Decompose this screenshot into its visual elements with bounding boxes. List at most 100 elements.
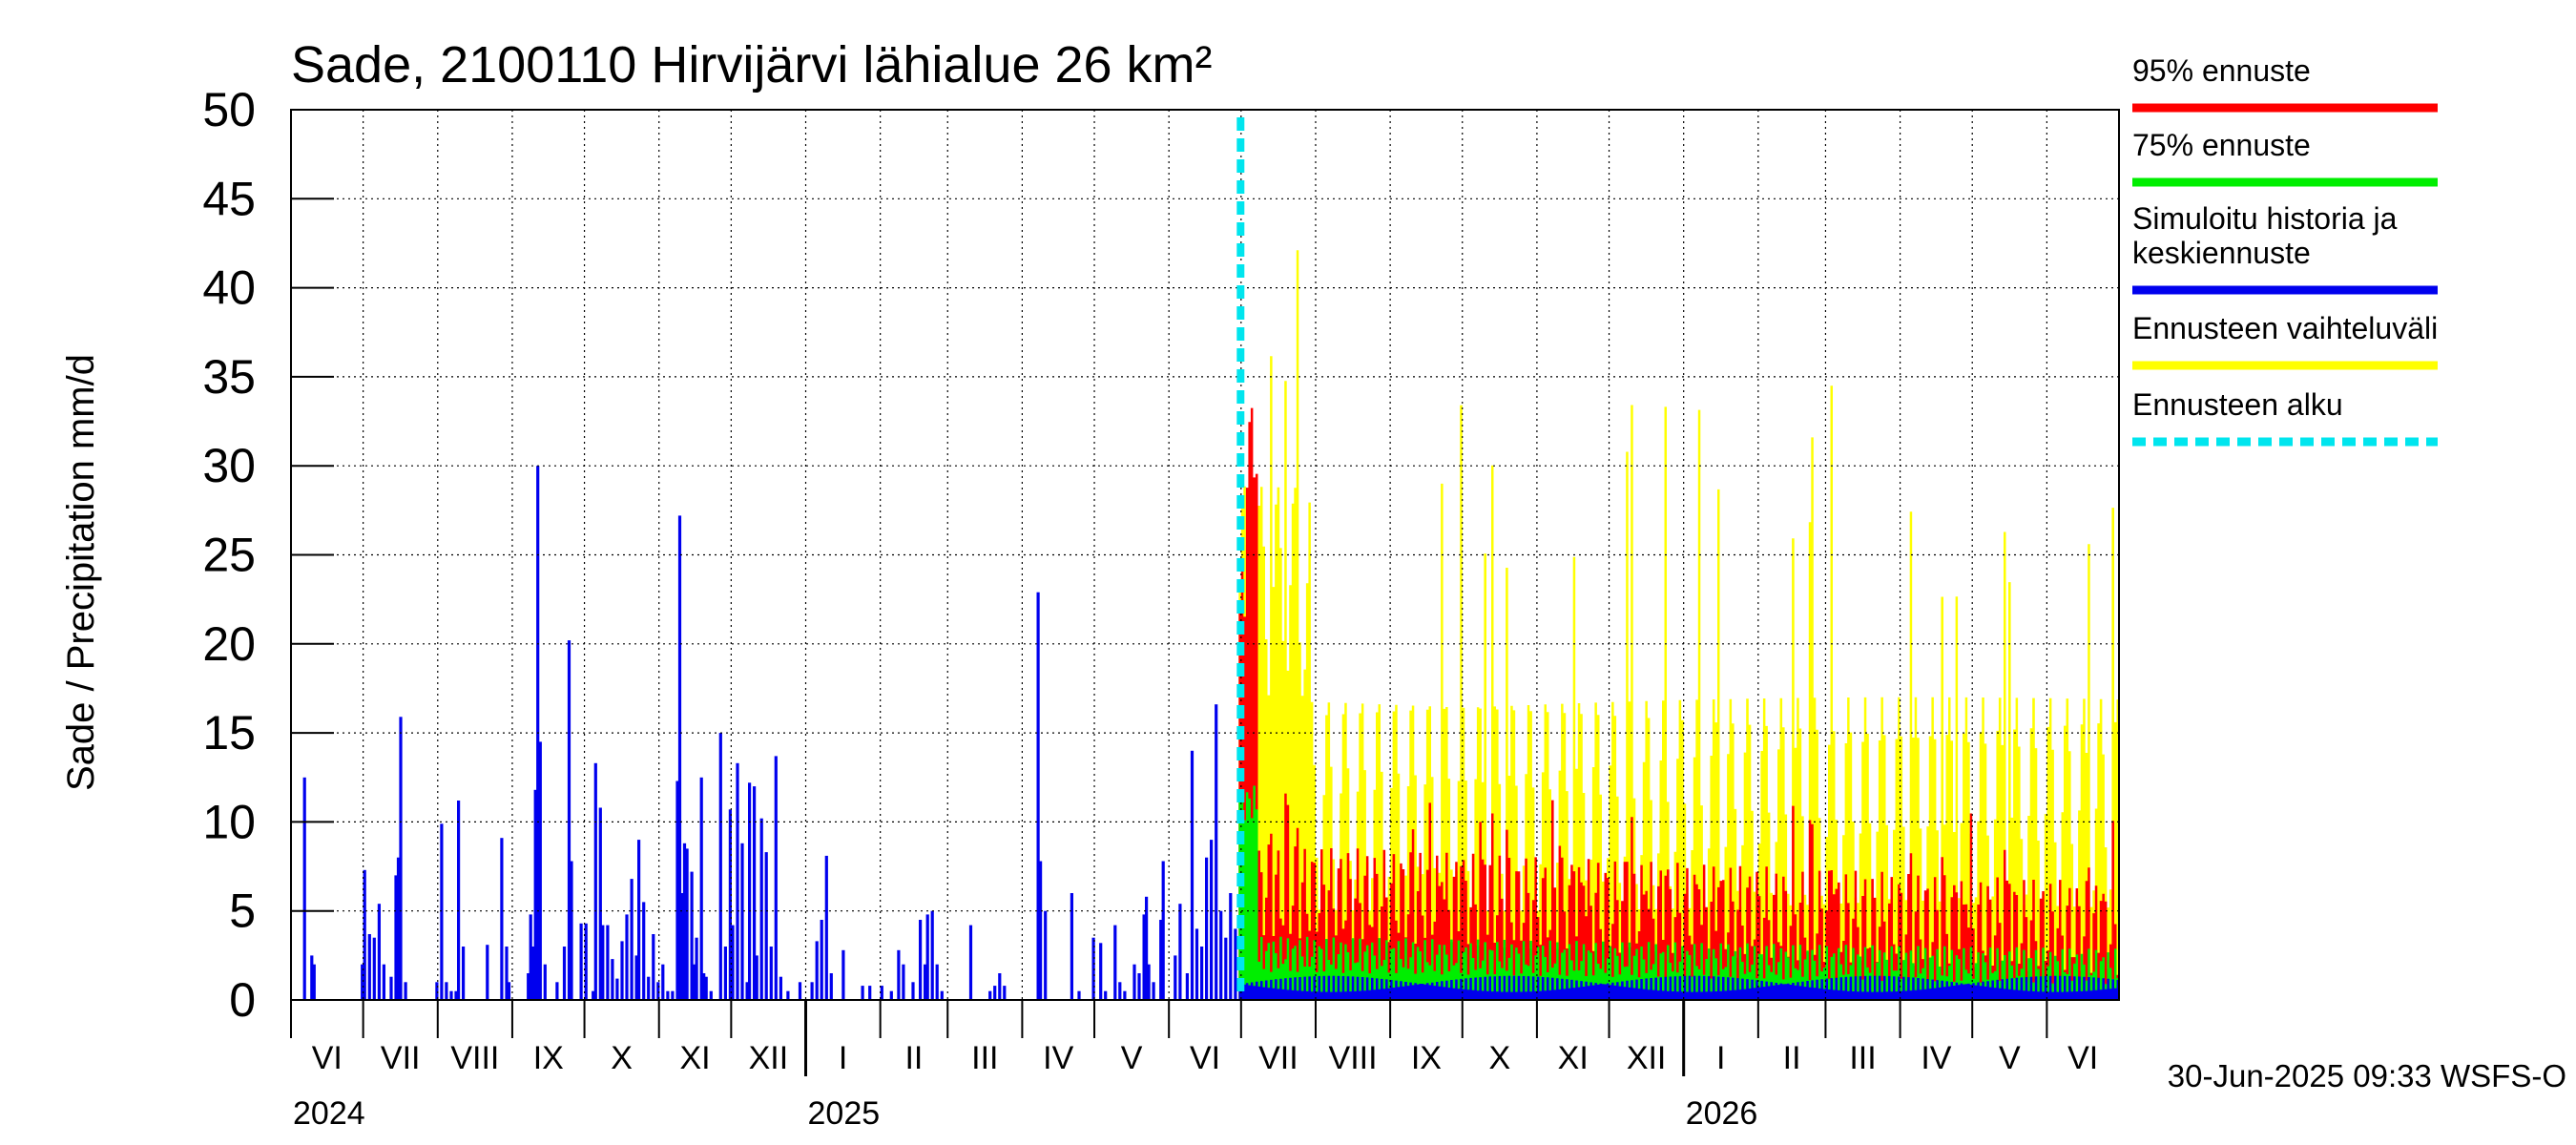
- month-label: II: [1783, 1040, 1801, 1076]
- year-label: 2024: [293, 1095, 365, 1132]
- precip-bar: [1205, 857, 1209, 1000]
- precip-bar: [1132, 964, 1136, 1000]
- precip-bar: [1178, 904, 1182, 1000]
- precip-bar: [1145, 896, 1149, 1000]
- precip-bar: [935, 964, 939, 1000]
- precip-bar: [367, 934, 371, 1000]
- precip-bar: [486, 945, 489, 1000]
- precip-bar: [661, 964, 665, 1000]
- precip-bar: [647, 976, 651, 1000]
- precip-bar: [1234, 928, 1237, 1000]
- month-label: III: [1849, 1040, 1876, 1076]
- month-label: VI: [1190, 1040, 1220, 1076]
- precip-bar: [312, 964, 316, 1000]
- precip-bar: [500, 838, 504, 1000]
- precip-bar: [372, 937, 376, 1000]
- y-tick-label: 35: [202, 350, 256, 404]
- precip-bar: [567, 640, 571, 1000]
- precip-bar: [759, 818, 763, 1000]
- precip-bar: [1142, 914, 1146, 1000]
- legend-label: keskiennuste: [2132, 236, 2311, 270]
- precip-bar: [1036, 592, 1040, 1000]
- y-axis-label: Sade / Precipitation mm/d: [60, 354, 102, 791]
- precip-bar: [1161, 861, 1165, 1000]
- precip-bar: [584, 923, 588, 1000]
- precip-bar: [1147, 964, 1151, 1000]
- precip-bar: [736, 762, 739, 1000]
- month-label: VII: [1258, 1040, 1298, 1076]
- precip-bar: [1219, 910, 1223, 1000]
- month-label: IV: [1043, 1040, 1073, 1076]
- precip-bar: [868, 986, 872, 1000]
- year-label: 2025: [808, 1095, 881, 1132]
- precip-bar: [440, 823, 444, 1000]
- month-label: VIII: [450, 1040, 499, 1076]
- precip-bar: [699, 777, 703, 1000]
- precip-bar: [531, 947, 535, 1000]
- month-label: X: [611, 1040, 633, 1076]
- precip-bar: [841, 949, 845, 1000]
- precip-bar: [988, 990, 992, 1000]
- forecast-band-shape: [1238, 250, 2119, 1000]
- precip-bar: [1190, 750, 1195, 1000]
- month-label: II: [904, 1040, 923, 1076]
- month-label: I: [1716, 1040, 1725, 1076]
- y-tick-label: 10: [202, 795, 256, 848]
- y-tick-label: 40: [202, 261, 256, 315]
- precip-bar: [1118, 982, 1122, 1000]
- precip-bar: [1077, 990, 1081, 1000]
- month-label: V: [1121, 1040, 1143, 1076]
- precip-bar: [1210, 840, 1214, 1000]
- precip-bar: [924, 964, 927, 1000]
- precip-bar: [399, 717, 403, 1000]
- precip-bar: [815, 941, 819, 1000]
- y-tick-label: 5: [229, 885, 256, 938]
- precip-bar: [533, 789, 537, 1000]
- precip-bar: [1159, 920, 1163, 1000]
- precip-bar: [1224, 937, 1228, 1000]
- month-label: IX: [533, 1040, 564, 1076]
- precip-bar: [1152, 982, 1155, 1000]
- precip-bar: [755, 955, 758, 1000]
- forecast-band-4: [1238, 975, 2119, 1000]
- legend-item: 75% ennuste: [2132, 128, 2438, 187]
- precip-bar: [690, 871, 694, 1000]
- precip-bar: [968, 925, 973, 1000]
- month-label: XI: [1558, 1040, 1589, 1076]
- legend-label: Ennusteen alku: [2132, 387, 2343, 422]
- precip-bar: [786, 990, 790, 1000]
- legend-label: 95% ennuste: [2132, 53, 2311, 88]
- forecast-band-shape: [1238, 975, 2119, 1000]
- month-label: VI: [2067, 1040, 2098, 1076]
- precip-bar: [562, 947, 567, 1000]
- precip-bar: [555, 982, 559, 1000]
- precip-bar: [930, 910, 934, 1000]
- precip-bar: [693, 964, 696, 1000]
- precip-bar: [1104, 990, 1108, 1000]
- precip-bar: [462, 947, 466, 1000]
- precip-bar: [820, 920, 823, 1000]
- precip-bar: [731, 925, 735, 1000]
- precip-bar: [1137, 973, 1141, 1000]
- month-label: XI: [679, 1040, 710, 1076]
- legend: 95% ennuste 75% ennuste Simuloitu historia…: [2132, 53, 2438, 447]
- precip-bar: [902, 964, 905, 1000]
- month-label: X: [1488, 1040, 1510, 1076]
- precip-bar: [798, 982, 802, 1000]
- precip-bar: [601, 925, 605, 1000]
- precip-bar: [677, 515, 682, 1000]
- precip-bar: [764, 852, 768, 1000]
- precip-bar: [1113, 925, 1117, 1000]
- precip-bar: [637, 840, 641, 1000]
- precip-bar: [685, 848, 689, 1000]
- y-tick-label: 0: [229, 973, 256, 1027]
- precip-bar: [753, 786, 757, 1000]
- precip-bar: [925, 914, 929, 1000]
- precip-bar: [666, 990, 670, 1000]
- precip-bar: [611, 959, 614, 1000]
- y-tick-label: 15: [202, 706, 256, 760]
- precip-bar: [652, 934, 655, 1000]
- y-tick-label: 30: [202, 439, 256, 492]
- precip-bar: [682, 843, 687, 1000]
